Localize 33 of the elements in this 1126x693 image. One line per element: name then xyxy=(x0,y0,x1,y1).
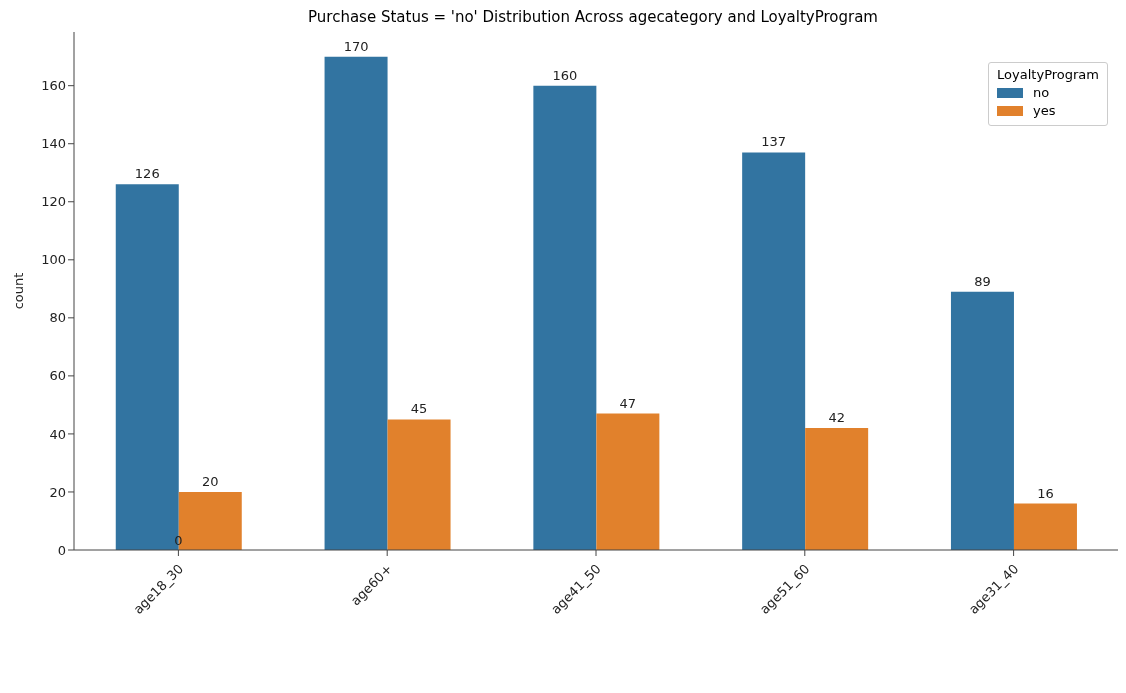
bar xyxy=(805,428,869,550)
bar xyxy=(742,152,806,550)
bar xyxy=(387,419,451,550)
legend-label: no xyxy=(1033,85,1050,100)
y-axis-title: count xyxy=(10,272,26,310)
bar xyxy=(533,85,597,550)
bar xyxy=(950,291,1014,550)
annotation: 0 xyxy=(174,533,183,548)
legend-title: LoyaltyProgram xyxy=(997,67,1099,82)
data-label: 89 xyxy=(974,273,991,289)
data-label: 45 xyxy=(410,401,428,417)
y-tick-label: 140 xyxy=(41,136,66,152)
bar xyxy=(596,413,660,550)
y-tick-label: 160 xyxy=(41,78,66,94)
chart-title: Purchase Status = 'no' Distribution Across agecategory and LoyaltyProgram xyxy=(307,8,879,28)
data-label: 16 xyxy=(1037,485,1054,501)
data-label: 160 xyxy=(552,67,578,83)
bar xyxy=(1013,503,1077,550)
data-label: 47 xyxy=(619,395,637,411)
bar xyxy=(324,56,388,550)
legend-label: yes xyxy=(1033,103,1056,118)
data-label: 42 xyxy=(828,410,845,426)
y-tick-label: 80 xyxy=(49,310,66,326)
data-label: 137 xyxy=(761,134,787,150)
y-tick-label: 20 xyxy=(49,484,66,500)
y-tick-label: 100 xyxy=(41,252,66,268)
data-label: 170 xyxy=(343,38,369,54)
data-label: 20 xyxy=(201,473,219,489)
y-tick-label: 120 xyxy=(41,194,66,210)
data-label: 126 xyxy=(134,166,160,182)
y-tick-label: 40 xyxy=(49,426,66,442)
y-tick-label: 0 xyxy=(57,542,66,558)
y-tick-label: 60 xyxy=(49,368,66,384)
